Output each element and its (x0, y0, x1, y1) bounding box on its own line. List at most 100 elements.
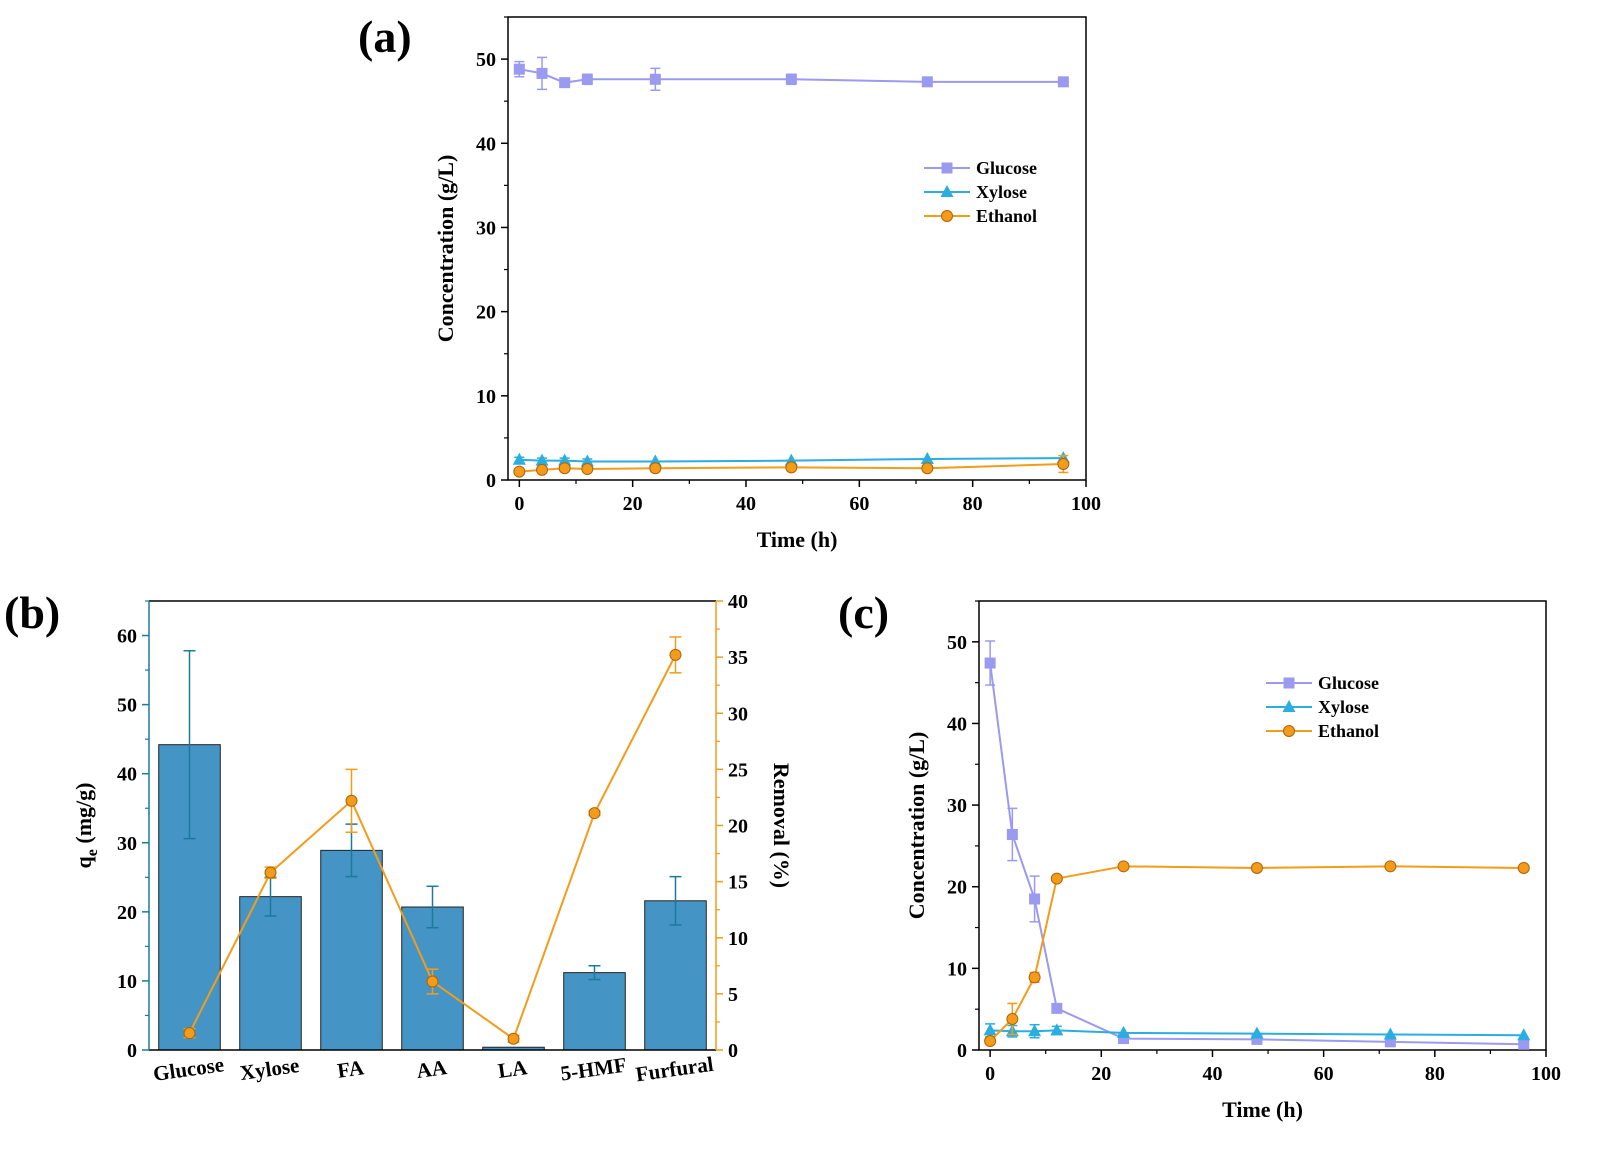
data-point (1006, 1012, 1019, 1025)
legend-marker (1283, 677, 1295, 689)
series-ethanol (984, 860, 1530, 1048)
data-point (513, 63, 525, 75)
panel-label-b: (b) (4, 587, 60, 638)
data-point (1028, 971, 1041, 984)
y-axis-title: qe (mg/g) (71, 783, 101, 869)
x-tick-label: 60 (1314, 1063, 1334, 1085)
data-point (1517, 1028, 1531, 1041)
data-point (1117, 860, 1130, 873)
bar-error-bar (669, 875, 682, 926)
y-tick-label: 20 (117, 902, 137, 924)
y2-tick-label: 10 (728, 928, 748, 950)
data-point (1250, 1026, 1264, 1039)
y2-axis-title: Removal (%) (769, 763, 794, 888)
category-label: Xylose (238, 1053, 300, 1085)
bar-error-bar (426, 885, 439, 929)
y-axis-title: Concentration (g/L) (904, 732, 929, 920)
data-point (984, 657, 996, 669)
legend-label: Glucose (976, 158, 1037, 178)
category-label: FA (336, 1055, 366, 1083)
data-point (513, 465, 526, 478)
x-tick-label: 40 (1202, 1063, 1222, 1085)
y2-tick-label: 25 (728, 759, 748, 781)
removal-point (426, 975, 439, 988)
x-tick-label: 0 (514, 493, 524, 515)
data-point (649, 73, 661, 85)
data-point (649, 462, 662, 475)
legend-marker (941, 162, 953, 174)
y-tick-label: 0 (957, 1040, 967, 1062)
x-tick-label: 80 (1425, 1063, 1445, 1085)
panel-label-a: (a) (358, 11, 412, 62)
x-tick-label: 20 (1091, 1063, 1111, 1085)
bar-xylose (239, 896, 302, 1051)
data-point (785, 461, 798, 474)
x-axis-title: Time (h) (1222, 1097, 1303, 1122)
y-axis-title-sub: e (84, 849, 101, 856)
y-tick-label: 10 (947, 958, 967, 980)
y-axis-title-main: q (71, 855, 96, 868)
chart-b: 0 10 20 30 40 50 60 0 5 10 15 20 25 30 35 40 Glucose Xylo… (71, 591, 794, 1086)
data-point (983, 1023, 997, 1036)
x-tick-label: 60 (849, 493, 869, 515)
y-tick-label: 60 (117, 626, 137, 648)
y-tick-label: 0 (127, 1040, 137, 1062)
legend-label: Ethanol (976, 206, 1037, 226)
data-point (1029, 893, 1041, 905)
data-point (1006, 828, 1018, 840)
data-point (581, 73, 593, 85)
data-point (512, 452, 526, 465)
y2-tick-label: 15 (728, 872, 748, 894)
legend-marker (940, 185, 954, 197)
data-point (1050, 872, 1063, 885)
data-point (581, 463, 594, 476)
legend-label: Glucose (1318, 673, 1379, 693)
data-point (785, 73, 797, 85)
data-point (535, 453, 549, 466)
y-tick-label: 30 (117, 833, 137, 855)
x-tick-label: 100 (1071, 493, 1101, 515)
x-axis-title: Time (h) (757, 527, 838, 552)
legend-marker (1283, 725, 1295, 737)
removal-point (669, 648, 682, 661)
y-tick-label: 30 (476, 217, 496, 239)
y-tick-label: 20 (947, 877, 967, 899)
data-point (558, 453, 572, 466)
legend: Glucose Xylose Ethanol (1266, 673, 1379, 741)
category-label: Furfural (634, 1052, 715, 1087)
data-point (1384, 860, 1397, 873)
y-tick-label: 40 (476, 133, 496, 155)
series-line (989, 865, 1524, 1042)
y2-tick-label: 5 (728, 984, 738, 1006)
y-axis-title: Concentration (g/L) (433, 155, 458, 343)
data-point (1028, 1024, 1042, 1037)
data-point (1518, 1038, 1530, 1050)
data-point (921, 462, 934, 475)
bar-error-bar (183, 649, 196, 840)
x-tick-label: 80 (963, 493, 983, 515)
data-point (1250, 861, 1263, 874)
x-tick-label: 0 (985, 1063, 995, 1085)
bar-fa (320, 849, 383, 1051)
category-label: Glucose (152, 1052, 226, 1086)
category-label: 5-HMF (559, 1053, 628, 1086)
data-point (559, 77, 571, 89)
y-tick-label: 50 (476, 49, 496, 71)
series-qe (158, 649, 707, 1051)
y-tick-label: 40 (117, 764, 137, 786)
data-point (1050, 1023, 1064, 1036)
series-glucose (513, 56, 1069, 91)
y2-tick-label: 40 (728, 591, 748, 613)
y-tick-label: 30 (947, 795, 967, 817)
series-line (989, 662, 1524, 1046)
x-tick-label: 20 (623, 493, 643, 515)
chart-a: 0 20 40 60 80 100 0 10 20 30 40 50 Time (h) Concentra… (433, 16, 1101, 552)
removal-point (507, 1032, 520, 1045)
panel-label-c: (c) (838, 587, 889, 638)
data-point (1383, 1027, 1397, 1040)
plot-frame (507, 16, 1087, 481)
removal-point (264, 866, 277, 879)
data-point (1051, 1002, 1063, 1014)
y2-tick-label: 0 (728, 1040, 738, 1062)
